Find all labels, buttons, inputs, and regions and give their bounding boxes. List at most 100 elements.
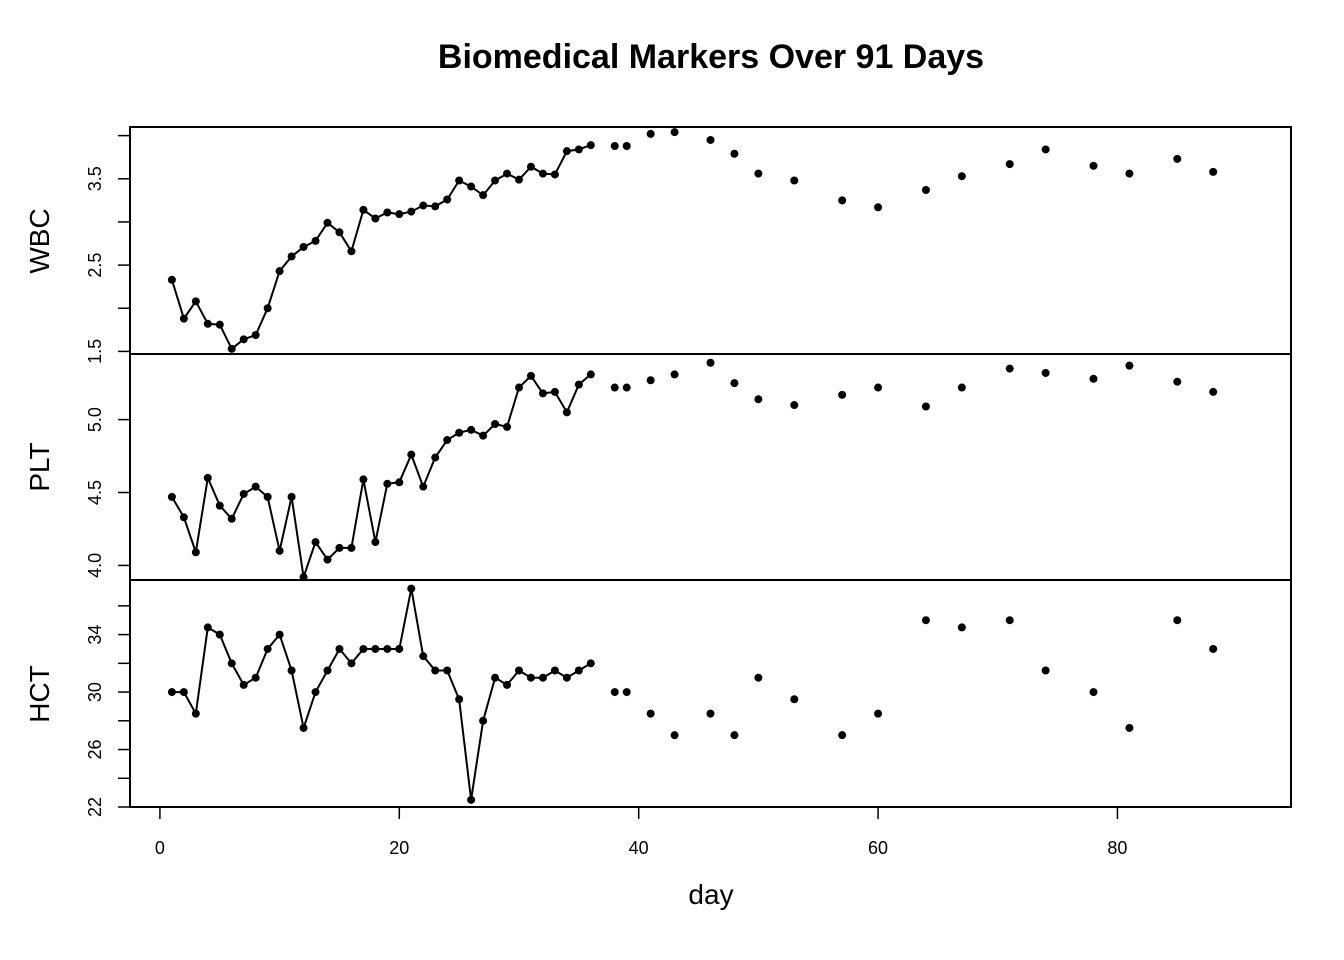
data-point-wbc (1209, 167, 1218, 176)
data-point-hct (526, 673, 535, 682)
data-point-wbc (407, 207, 416, 216)
data-point-plt (227, 514, 236, 523)
data-point-hct (670, 731, 679, 740)
data-point-wbc (574, 145, 583, 154)
data-point-hct (263, 644, 272, 653)
data-point-wbc (311, 236, 320, 245)
data-point-wbc (275, 267, 284, 276)
data-point-plt (586, 370, 595, 379)
data-point-wbc (443, 195, 452, 204)
data-point-hct (431, 666, 440, 675)
data-point-wbc (227, 344, 236, 353)
data-point-hct (574, 666, 583, 675)
y-tick-label-wbc: 3.5 (85, 166, 105, 191)
data-point-plt (1125, 361, 1134, 370)
data-point-hct (443, 666, 452, 675)
data-point-hct (359, 644, 368, 653)
data-point-wbc (455, 176, 464, 185)
data-point-hct (1089, 688, 1098, 697)
data-point-plt (395, 478, 404, 487)
data-point-hct (754, 673, 763, 682)
data-point-wbc (479, 191, 488, 200)
data-point-wbc (239, 335, 248, 344)
chart-title: Biomedical Markers Over 91 Days (438, 38, 984, 76)
y-tick-label-plt: 4.5 (85, 480, 105, 505)
data-point-hct (167, 688, 176, 697)
data-point-hct (514, 666, 523, 675)
data-point-plt (167, 492, 176, 501)
x-tick-label: 20 (389, 838, 409, 858)
data-point-wbc (622, 141, 631, 150)
data-point-hct (191, 709, 200, 718)
data-point-wbc (586, 141, 595, 150)
data-point-hct (371, 644, 380, 653)
data-point-hct (491, 673, 500, 682)
data-point-wbc (167, 275, 176, 284)
data-point-wbc (263, 304, 272, 313)
data-point-plt (622, 383, 631, 392)
data-point-hct (275, 630, 284, 639)
y-tick-label-wbc: 2.5 (85, 253, 105, 278)
series-line-hct (171, 588, 592, 800)
data-point-wbc (431, 202, 440, 211)
data-point-wbc (670, 128, 679, 137)
data-point-hct (1041, 666, 1050, 675)
data-point-wbc (921, 186, 930, 195)
data-point-hct (586, 659, 595, 668)
data-point-hct (383, 644, 392, 653)
data-point-wbc (251, 331, 260, 340)
data-point-plt (455, 428, 464, 437)
data-point-wbc (538, 169, 547, 178)
data-point-plt (419, 482, 428, 491)
data-point-wbc (419, 201, 428, 210)
data-point-wbc (957, 172, 966, 181)
data-point-plt (287, 492, 296, 501)
data-point-wbc (491, 176, 500, 185)
data-point-hct (1209, 644, 1218, 653)
data-point-plt (550, 387, 559, 396)
data-point-wbc (730, 149, 739, 158)
data-point-plt (790, 401, 799, 410)
data-point-plt (467, 425, 476, 434)
data-point-hct (921, 616, 930, 625)
panel-wbc-frame (129, 126, 1292, 355)
series-line-plt (171, 373, 592, 578)
data-point-hct (347, 659, 356, 668)
data-point-plt (191, 548, 200, 557)
data-point-hct (550, 666, 559, 675)
data-point-hct (1125, 723, 1134, 732)
data-point-hct (287, 666, 296, 675)
data-point-plt (706, 358, 715, 367)
series-line-wbc (170, 144, 592, 351)
data-point-wbc (323, 218, 332, 227)
data-point-wbc (179, 314, 188, 323)
data-point-wbc (359, 205, 368, 214)
data-point-plt (491, 419, 500, 428)
panel-plt-frame (129, 353, 1292, 581)
data-point-hct (479, 716, 488, 725)
data-point-wbc (754, 169, 763, 178)
data-point-plt (730, 379, 739, 388)
y-tick-label-hct: 30 (85, 682, 105, 702)
data-point-wbc (395, 210, 404, 219)
data-point-plt (538, 389, 547, 398)
data-point-hct (227, 659, 236, 668)
data-point-hct (335, 644, 344, 653)
data-point-plt (443, 436, 452, 445)
data-point-plt (874, 383, 883, 392)
data-point-plt (1209, 387, 1218, 396)
data-point-hct (1005, 616, 1014, 625)
y-axis-title-wbc: WBC (24, 208, 55, 273)
data-point-plt (1041, 368, 1050, 377)
data-point-wbc (1089, 161, 1098, 170)
data-point-hct (179, 688, 188, 697)
panel-wbc: WBC 1.5 2.5 3.5 (24, 126, 1292, 364)
data-point-plt (1005, 364, 1014, 373)
y-tick-label-plt: 5.0 (85, 407, 105, 432)
data-point-hct (1173, 616, 1182, 625)
series-hct (167, 584, 1218, 804)
data-point-hct (538, 673, 547, 682)
data-point-hct (503, 680, 512, 689)
data-point-hct (203, 623, 212, 632)
data-point-plt (347, 543, 356, 552)
